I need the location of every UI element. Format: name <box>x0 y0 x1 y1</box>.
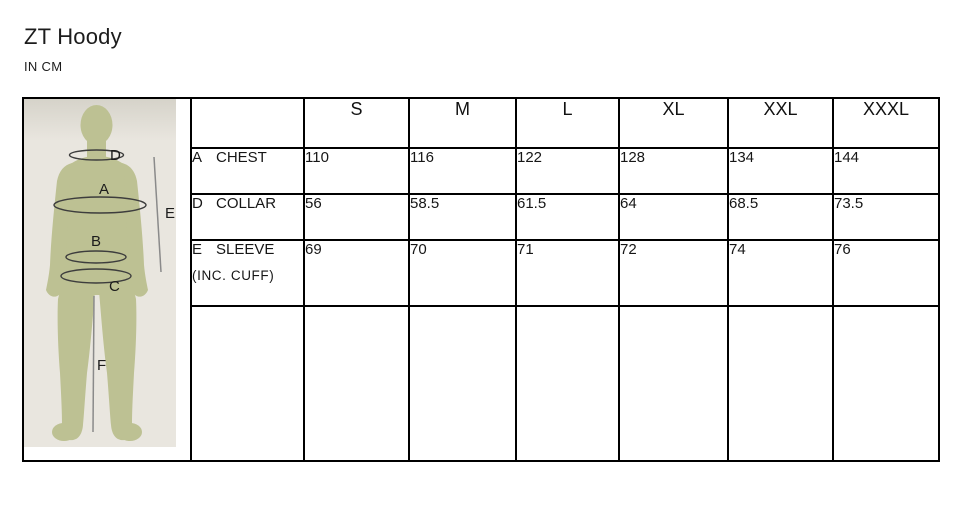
measurement-value: 134 <box>727 147 834 195</box>
right-leg-shape <box>99 291 137 441</box>
sleeve-line <box>153 156 162 273</box>
left-leg-shape <box>57 291 95 441</box>
size-column-header-s: S <box>303 97 410 149</box>
measurement-label-empty <box>190 305 305 462</box>
page-title: ZT Hoody <box>24 24 122 49</box>
hip-label: C <box>109 278 120 295</box>
measurement-code: D <box>192 195 203 212</box>
table-row-collar: D COLLAR 56 58.5 61.5 64 68.5 73.5 <box>23 193 940 241</box>
measurement-value <box>515 305 620 462</box>
hip-ellipse <box>60 268 132 284</box>
measurement-value: 110 <box>303 147 410 195</box>
figure-labels: D A B C E F <box>91 147 175 374</box>
unit-label: IN CM <box>24 59 63 74</box>
measurement-value: 58.5 <box>408 193 517 241</box>
size-header-row: D A B C E F S M L XL XXL XXXL <box>22 97 940 462</box>
inseam-label: F <box>97 357 106 374</box>
measurement-value: 128 <box>618 147 729 195</box>
right-foot-shape <box>118 423 142 441</box>
measurement-value: 61.5 <box>515 193 620 241</box>
body-silhouette <box>46 105 148 441</box>
size-column-header-xxl: XXL <box>727 97 834 149</box>
waist-ellipse <box>65 250 127 264</box>
measurement-lines <box>92 156 162 433</box>
body-measurement-figure: D A B C E F <box>22 97 192 462</box>
table-row-chest: A CHEST 110 116 122 128 134 144 <box>23 147 940 195</box>
measurement-value <box>408 305 517 462</box>
collar-ellipse <box>68 149 125 161</box>
measurement-label-collar: D COLLAR <box>190 193 305 241</box>
measurement-ellipses <box>53 149 147 284</box>
neck-shape <box>87 135 106 157</box>
chest-ellipse <box>53 196 147 214</box>
measurement-value <box>832 305 940 462</box>
left-foot-shape <box>52 423 76 441</box>
measurement-code: E <box>192 241 203 258</box>
measurement-value: 69 <box>303 239 410 307</box>
size-column-header-xxxl: XXXL <box>832 97 940 149</box>
measurement-code: A <box>192 149 203 166</box>
measurement-value <box>618 305 729 462</box>
measurement-value: 64 <box>618 193 729 241</box>
measurement-value: 76 <box>832 239 940 307</box>
table-row-empty <box>23 305 940 462</box>
measurement-value: 144 <box>832 147 940 195</box>
measurement-label-sleeve: E SLEEVE (INC. CUFF) <box>190 239 305 307</box>
measurement-value: 56 <box>303 193 410 241</box>
inseam-line <box>92 295 95 433</box>
measurement-value: 68.5 <box>727 193 834 241</box>
measurement-value: 122 <box>515 147 620 195</box>
waist-label: B <box>91 233 101 250</box>
sleeve-label: E <box>165 205 175 222</box>
measurement-name: SLEEVE <box>216 241 275 258</box>
measurement-value: 72 <box>618 239 729 307</box>
measurement-name: CHEST <box>216 149 267 166</box>
measurement-value <box>727 305 834 462</box>
measurement-value: 71 <box>515 239 620 307</box>
size-column-header-m: M <box>408 97 517 149</box>
measurement-value: 116 <box>408 147 517 195</box>
size-column-header-xl: XL <box>618 97 729 149</box>
size-column-header-l: L <box>515 97 620 149</box>
collar-label: D <box>110 147 121 164</box>
measurement-name: COLLAR <box>216 195 277 212</box>
measurement-value <box>303 305 410 462</box>
measurement-label-chest: A CHEST <box>190 147 305 195</box>
measurement-value: 73.5 <box>832 193 940 241</box>
corner-cell <box>190 97 305 149</box>
torso-shape <box>56 156 138 295</box>
measurement-note: (INC. CUFF) <box>192 268 275 283</box>
measurement-value: 74 <box>727 239 834 307</box>
left-arm-shape <box>46 163 72 297</box>
figure-illustration: D A B C E F <box>25 100 176 447</box>
measurement-value: 70 <box>408 239 517 307</box>
size-chart-table: D A B C E F S M L XL XXL XXXL A CHEST 110… <box>22 97 940 462</box>
chest-label: A <box>99 181 109 198</box>
table-row-sleeve: E SLEEVE (INC. CUFF) 69 70 71 72 74 76 <box>23 239 940 307</box>
right-arm-shape <box>122 163 148 297</box>
